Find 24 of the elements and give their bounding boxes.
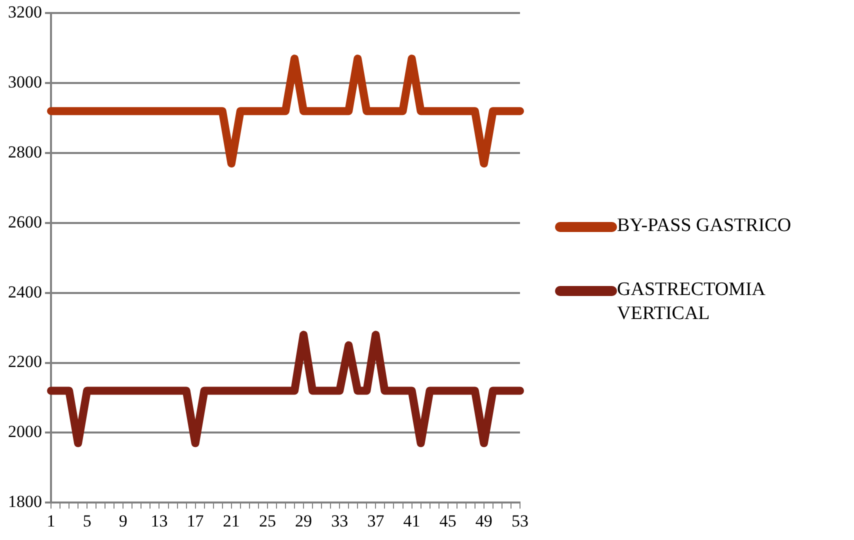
x-tick-label: 5 <box>82 511 92 530</box>
x-tick-label: 13 <box>150 511 168 530</box>
y-tick-label: 3200 <box>8 2 42 22</box>
y-tick-label: 3000 <box>8 72 42 92</box>
y-tick-label: 1800 <box>8 492 42 512</box>
x-tick-label: 53 <box>512 511 528 530</box>
x-tick-label: 17 <box>186 511 204 530</box>
x-tick-label: 45 <box>439 511 456 530</box>
legend-label: BY-PASS GASTRICO <box>617 214 792 238</box>
y-tick-label: 2000 <box>8 422 42 442</box>
x-tick-label: 29 <box>295 511 312 530</box>
legend-label: GASTRECTOMIA VERTICAL <box>617 278 766 326</box>
y-tick-label: 2400 <box>8 282 42 302</box>
x-tick-label: 37 <box>367 511 385 530</box>
x-tick-label: 21 <box>222 511 240 530</box>
x-tick-label: 33 <box>331 511 348 530</box>
x-tick-label: 41 <box>403 511 420 530</box>
x-tick-label: 25 <box>258 511 276 530</box>
x-tick-label: 49 <box>475 511 492 530</box>
y-tick-label: 2600 <box>8 212 42 232</box>
x-tick-label: 9 <box>118 511 128 530</box>
y-tick-label: 2800 <box>8 142 42 162</box>
y-tick-label: 2200 <box>8 352 42 372</box>
x-tick-label: 1 <box>46 511 56 530</box>
